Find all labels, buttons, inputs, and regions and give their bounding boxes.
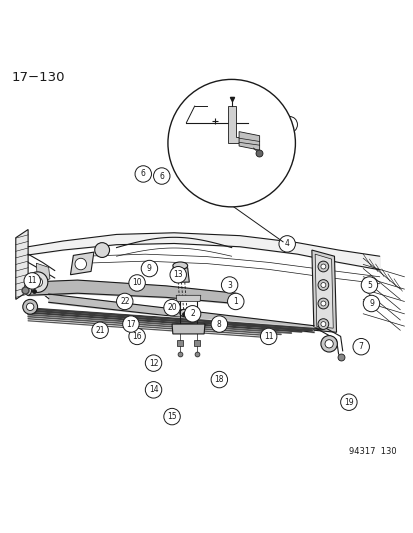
- Circle shape: [227, 293, 243, 310]
- Circle shape: [320, 264, 325, 269]
- Text: 13: 13: [173, 270, 183, 279]
- Text: 4: 4: [282, 153, 287, 162]
- Circle shape: [27, 272, 48, 293]
- Circle shape: [276, 149, 293, 166]
- Polygon shape: [314, 254, 332, 328]
- Text: 3: 3: [227, 280, 232, 289]
- Polygon shape: [238, 132, 259, 150]
- Polygon shape: [227, 106, 241, 143]
- Text: 22: 22: [120, 297, 129, 306]
- Circle shape: [352, 338, 368, 355]
- Circle shape: [135, 166, 151, 182]
- Circle shape: [24, 273, 40, 289]
- Text: 6: 6: [140, 169, 145, 179]
- Circle shape: [221, 277, 237, 293]
- Text: 17: 17: [126, 320, 135, 328]
- Circle shape: [320, 321, 325, 327]
- Circle shape: [320, 282, 325, 287]
- Circle shape: [26, 303, 34, 311]
- Circle shape: [211, 372, 227, 388]
- Text: 5: 5: [366, 280, 371, 289]
- Circle shape: [153, 168, 170, 184]
- Polygon shape: [172, 324, 204, 334]
- Text: 1: 1: [233, 297, 237, 306]
- Circle shape: [33, 277, 43, 287]
- Circle shape: [317, 280, 328, 290]
- Circle shape: [92, 322, 108, 338]
- Polygon shape: [311, 250, 336, 332]
- Text: 94317  130: 94317 130: [348, 448, 395, 456]
- Ellipse shape: [179, 309, 188, 317]
- Text: 11: 11: [263, 332, 273, 341]
- Text: 18: 18: [214, 375, 223, 384]
- Circle shape: [317, 319, 328, 329]
- Text: 9: 9: [147, 264, 152, 273]
- Circle shape: [23, 300, 38, 314]
- Polygon shape: [173, 268, 189, 282]
- Text: 7: 7: [358, 342, 363, 351]
- Circle shape: [164, 300, 180, 316]
- Circle shape: [95, 243, 109, 257]
- Text: 17−130: 17−130: [12, 71, 65, 84]
- Circle shape: [324, 340, 332, 348]
- Polygon shape: [70, 252, 94, 274]
- Circle shape: [170, 266, 186, 283]
- Text: 2: 2: [190, 309, 195, 318]
- Circle shape: [320, 336, 337, 352]
- Text: 4: 4: [284, 239, 289, 248]
- Polygon shape: [176, 295, 200, 302]
- Circle shape: [128, 274, 145, 291]
- Circle shape: [317, 261, 328, 272]
- Text: 19: 19: [343, 398, 353, 407]
- Text: 15: 15: [167, 412, 176, 421]
- Circle shape: [164, 408, 180, 425]
- Circle shape: [211, 316, 227, 332]
- Circle shape: [141, 260, 157, 277]
- Ellipse shape: [173, 262, 187, 269]
- Circle shape: [317, 298, 328, 309]
- Text: 16: 16: [132, 332, 142, 341]
- Circle shape: [122, 316, 139, 332]
- Text: 20: 20: [167, 303, 176, 312]
- Circle shape: [278, 236, 295, 252]
- Text: 14: 14: [148, 385, 158, 394]
- Circle shape: [320, 301, 325, 306]
- Text: 6: 6: [159, 172, 164, 181]
- Circle shape: [128, 328, 145, 345]
- Circle shape: [260, 328, 276, 345]
- Circle shape: [145, 382, 161, 398]
- Text: 9: 9: [368, 299, 373, 308]
- Circle shape: [340, 394, 356, 410]
- Text: 8: 8: [216, 320, 221, 328]
- Polygon shape: [36, 263, 50, 283]
- Circle shape: [362, 295, 379, 312]
- Circle shape: [280, 116, 297, 133]
- Circle shape: [360, 277, 377, 293]
- Text: 21: 21: [95, 326, 104, 335]
- Circle shape: [116, 293, 133, 310]
- Polygon shape: [16, 230, 28, 300]
- Text: 5: 5: [286, 120, 291, 129]
- Circle shape: [168, 79, 295, 207]
- Circle shape: [145, 355, 161, 372]
- Circle shape: [184, 305, 200, 322]
- Text: 11: 11: [27, 277, 37, 285]
- Ellipse shape: [24, 282, 32, 295]
- Circle shape: [75, 259, 86, 270]
- Text: 12: 12: [148, 359, 158, 368]
- Text: 10: 10: [132, 278, 142, 287]
